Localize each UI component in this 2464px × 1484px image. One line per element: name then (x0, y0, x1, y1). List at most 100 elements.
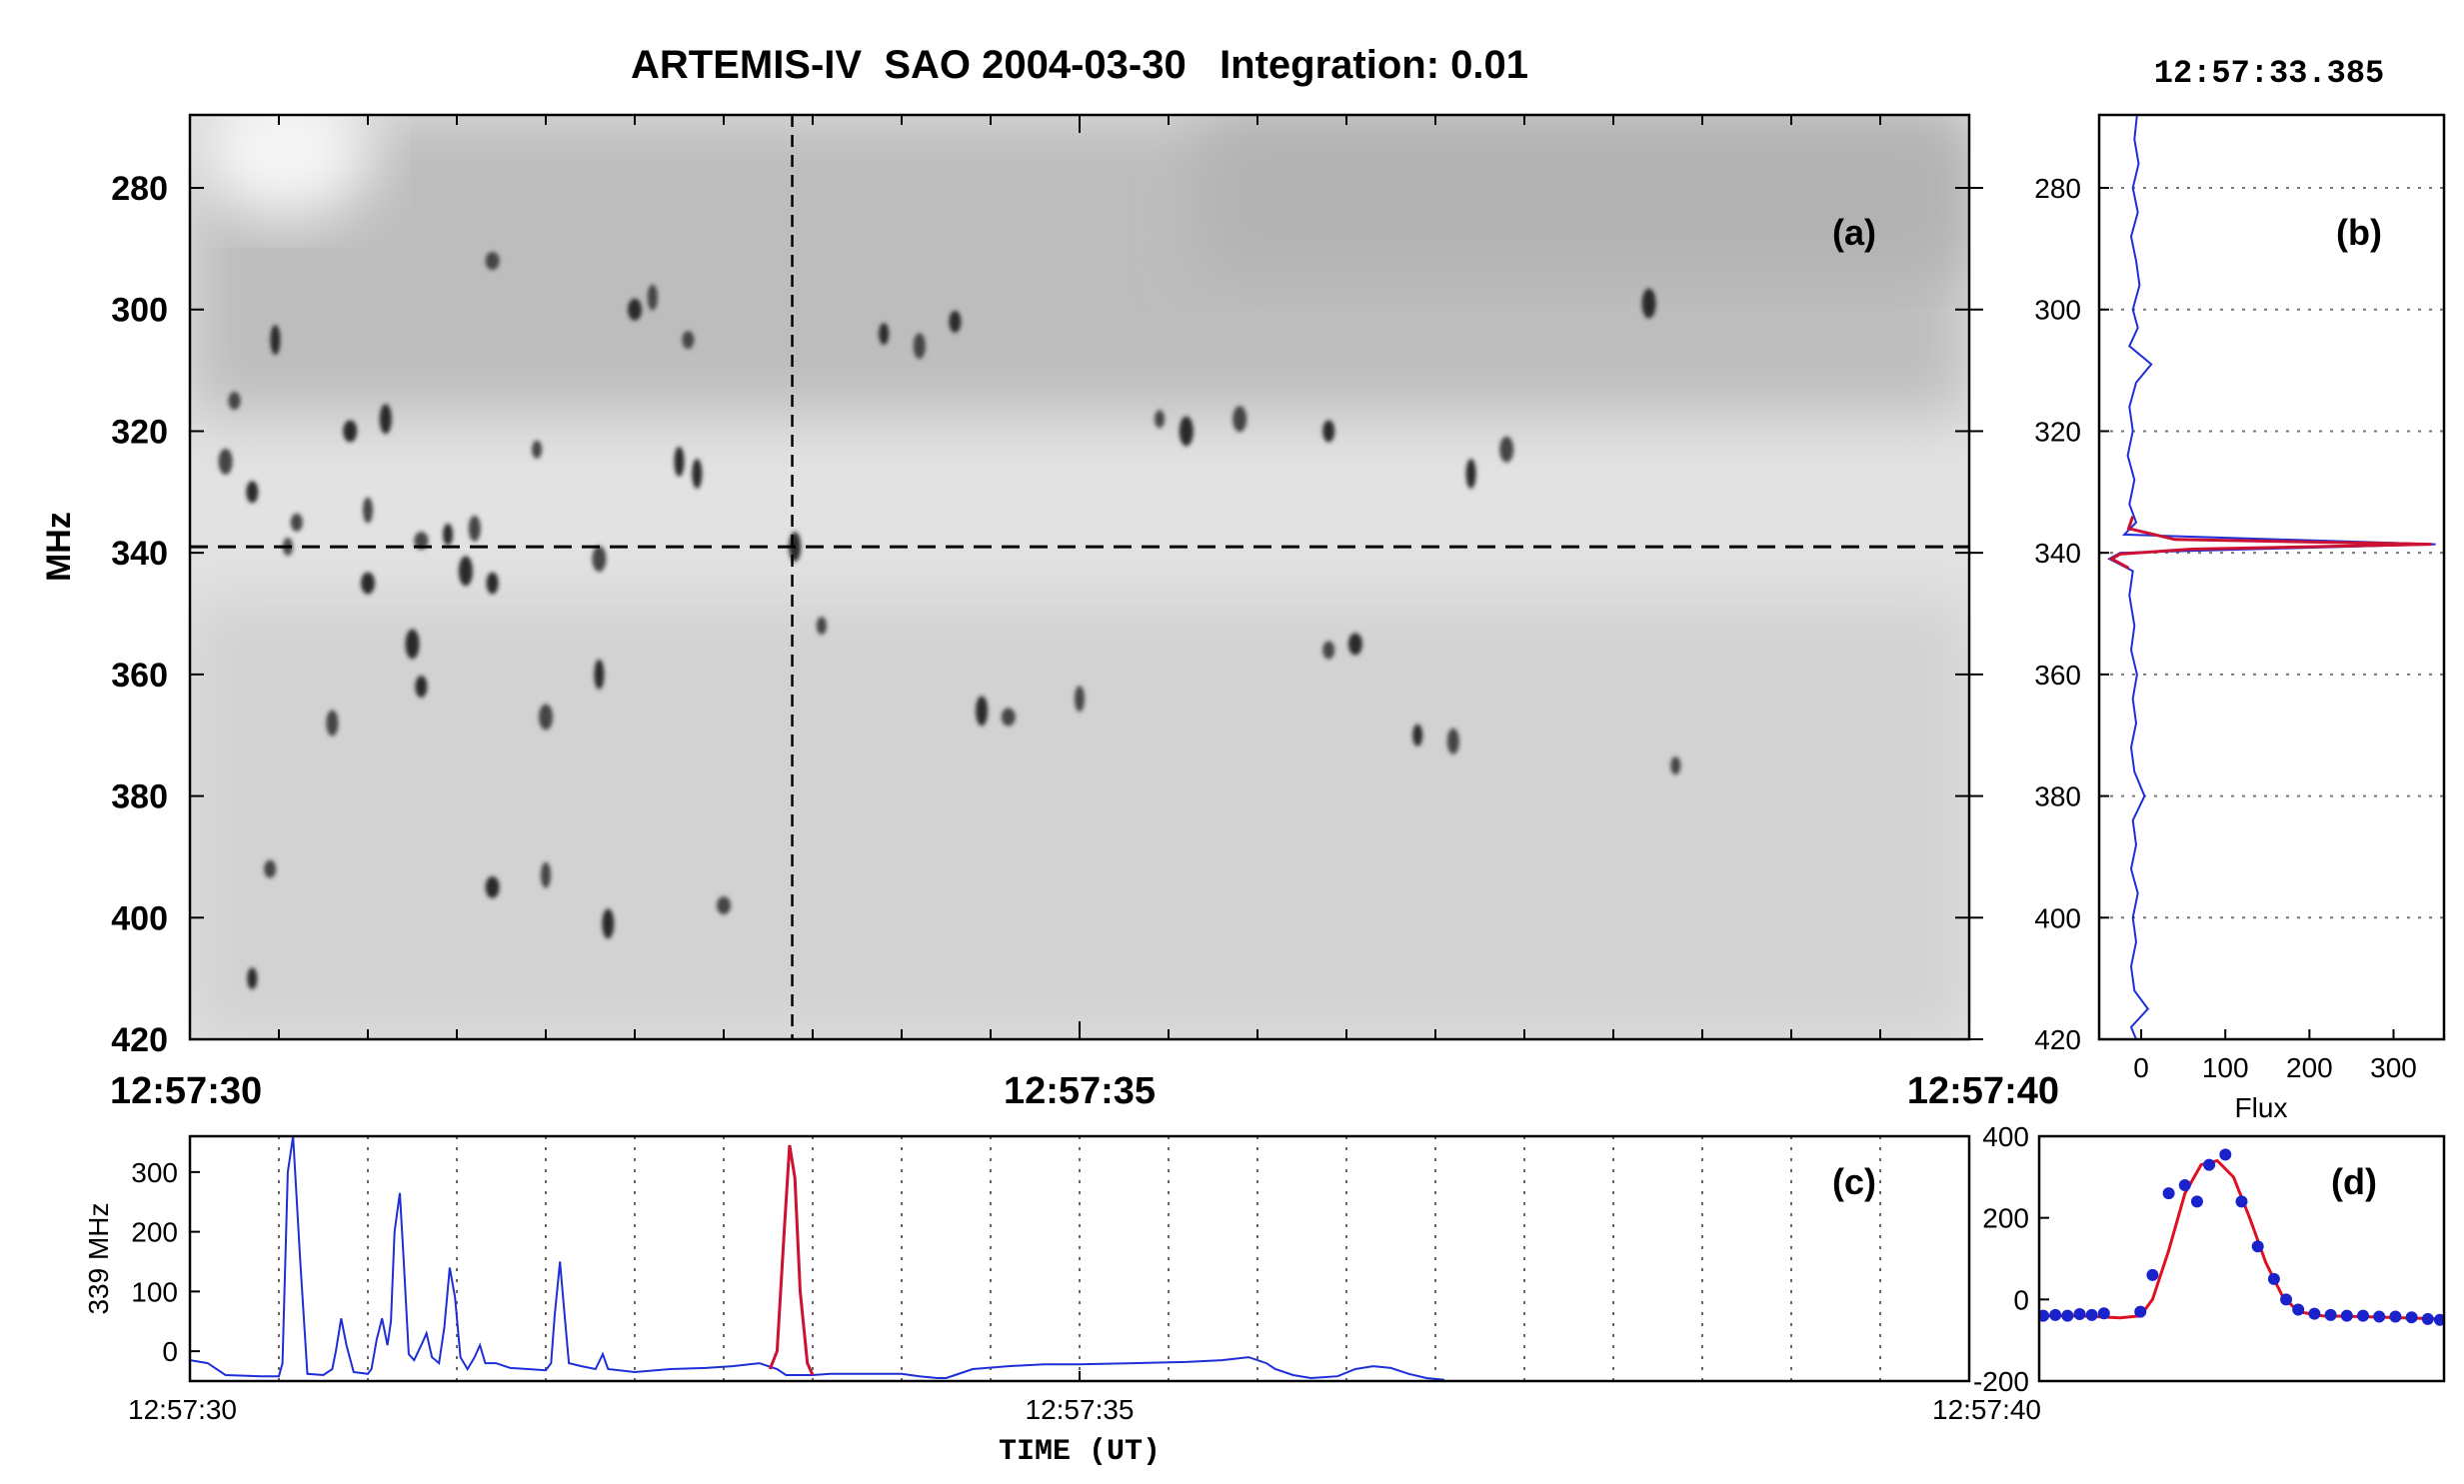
panel-b-x-axis-label: Flux (2235, 1092, 2288, 1123)
spectrogram-image (190, 115, 1969, 1039)
spike-mark (246, 481, 259, 504)
spike-mark (228, 392, 241, 411)
spike-mark (1347, 633, 1362, 656)
panel-d-frame (2037, 1134, 2446, 1383)
panel-b: 280 300 320 340 360 380 400 420 0 100 200 300 (b) F… (1969, 113, 2446, 1123)
panel-b-x-tick-label: 100 (2202, 1052, 2249, 1083)
figure-title: ARTEMIS-IV SAO 2004-03-30 Integration: 0… (631, 43, 1528, 87)
panel-d-data-point (2203, 1158, 2216, 1171)
panel-d-data-point (2340, 1309, 2353, 1322)
spike-mark (1670, 756, 1681, 775)
spike-mark (541, 861, 551, 888)
panel-d-data-point (2178, 1179, 2191, 1191)
spike-mark (443, 523, 454, 546)
spike-mark (218, 448, 233, 475)
panel-d-data-point (2421, 1312, 2434, 1325)
spike-mark (1499, 436, 1514, 463)
spike-mark (717, 896, 731, 915)
spike-mark (602, 908, 615, 939)
panel-d-data-point (2049, 1308, 2062, 1321)
panel-a: 280 300 320 340 360 380 400 420 12:57:30 12:57:35… (40, 113, 2059, 1112)
panel-a-y-tick-label: 320 (111, 413, 168, 451)
panel-c-x-tick-label: 12:57:30 (128, 1394, 237, 1425)
panel-a-y-tick-label: 280 (111, 170, 168, 208)
panel-d-data-point (2073, 1308, 2086, 1321)
panel-d-y-tick-label: 400 (1982, 1121, 2029, 1152)
spike-mark (415, 676, 428, 699)
panel-c-y-tick-label: 0 (162, 1336, 178, 1367)
panel-d-data-point (2097, 1307, 2110, 1320)
panel-c-y-axis-label: 339 MHz (83, 1202, 114, 1314)
panel-c-fit-line (768, 1144, 815, 1376)
spike-mark (628, 298, 642, 321)
spike-mark (270, 325, 281, 356)
spike-mark (326, 710, 339, 737)
panel-d-data-point (2235, 1195, 2248, 1208)
panel-d: -200 0 200 400 (d) (1973, 1121, 2446, 1397)
panel-b-y-tick-label: 300 (2034, 295, 2081, 326)
panel-b-y-tick-label: 420 (2034, 1024, 2081, 1055)
spike-mark (264, 859, 277, 878)
spike-mark (379, 404, 392, 435)
panel-d-data-point (2134, 1305, 2147, 1318)
panel-b-y-tick-label: 400 (2034, 902, 2081, 933)
panel-d-data-point (2389, 1310, 2402, 1323)
spike-mark (1465, 459, 1476, 490)
spike-mark (1001, 708, 1016, 727)
panel-b-x-tick-label: 300 (2370, 1052, 2417, 1083)
panel-b-flux-line (2106, 115, 2436, 1039)
panel-a-y-tick-label: 340 (111, 535, 168, 573)
panel-a-x-tick-label: 12:57:35 (1004, 1070, 1156, 1112)
panel-a-y-tick-label: 380 (111, 778, 168, 816)
spike-mark (682, 331, 695, 350)
panel-b-x-tick-label: 0 (2133, 1052, 2149, 1083)
spike-mark (539, 704, 553, 731)
panel-b-frame (2097, 113, 2446, 1041)
panel-c: 0 100 200 300 12:57:30 12:57:35 12:57:40 (c) 3… (83, 1134, 2041, 1469)
spike-mark (1322, 420, 1335, 443)
panel-c-x-axis-label: TIME (UT) (999, 1435, 1161, 1469)
panel-a-y-tick-label: 360 (111, 657, 168, 695)
panel-d-data-point (2433, 1313, 2444, 1326)
spike-mark (1446, 728, 1459, 754)
spike-mark (247, 967, 258, 990)
panel-d-data-point (2146, 1268, 2159, 1281)
spike-mark (594, 659, 605, 690)
panel-d-data-point (2190, 1195, 2203, 1208)
panel-b-y-tick-label: 380 (2034, 781, 2081, 812)
panel-a-x-tick-label: 12:57:30 (110, 1070, 262, 1112)
spike-mark (1179, 416, 1194, 447)
timestamp-label: 12:57:33.385 (2154, 55, 2384, 92)
panel-c-flux-line (190, 1136, 1445, 1381)
spike-mark (674, 446, 685, 477)
spike-mark (976, 696, 989, 727)
spike-mark (485, 875, 500, 898)
panel-b-y-tick-label: 320 (2034, 416, 2081, 447)
panel-d-data-point (2267, 1272, 2280, 1285)
panel-c-y-tick-label: 300 (131, 1157, 178, 1188)
panel-a-x-tick-label: 12:57:40 (1907, 1070, 2059, 1112)
spike-mark (1322, 641, 1335, 660)
spike-mark (486, 572, 499, 595)
spike-mark (1232, 406, 1247, 433)
panel-c-y-tick-label: 200 (131, 1217, 178, 1248)
spike-mark (532, 440, 543, 459)
panel-c-x-tick-label: 12:57:40 (1932, 1394, 2041, 1425)
panel-d-y-tick-label: 200 (1982, 1203, 2029, 1234)
panel-d-data-point (2085, 1308, 2098, 1321)
panel-b-y-tick-label: 280 (2034, 173, 2081, 204)
spike-mark (592, 546, 607, 573)
spike-mark (468, 515, 481, 542)
panel-d-data-point (2162, 1187, 2175, 1200)
panel-d-data-point (2357, 1309, 2369, 1322)
panel-a-y-axis-label: MHz (40, 512, 78, 582)
panel-d-data-point (2373, 1310, 2386, 1323)
panel-b-label: (b) (2336, 212, 2382, 253)
panel-b-fit-line (2108, 516, 2432, 570)
spike-mark (485, 252, 500, 271)
panel-d-data-point (2292, 1303, 2305, 1316)
panel-d-data-point (2039, 1309, 2050, 1322)
panel-b-y-tick-label: 360 (2034, 660, 2081, 691)
spike-mark (879, 323, 890, 346)
